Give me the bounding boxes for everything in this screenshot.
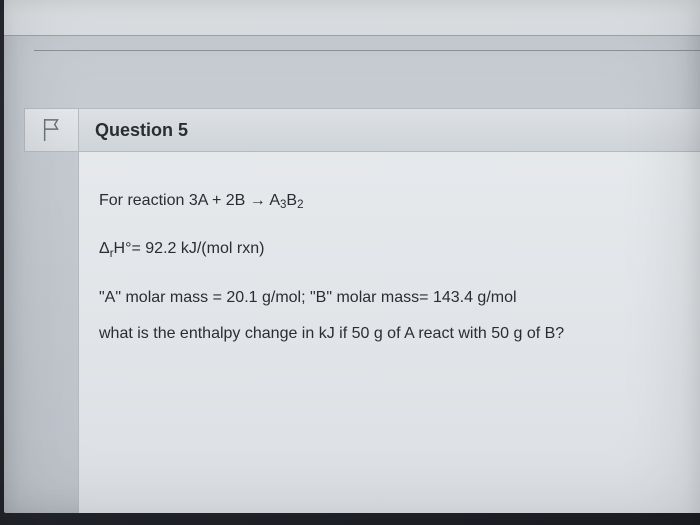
- horizontal-divider: [34, 50, 700, 51]
- prompt-line: what is the enthalpy change in kJ if 50 …: [99, 323, 680, 345]
- flag-outline-icon: [41, 117, 63, 143]
- quiz-screen: Question 5 For reaction 3A + 2B → A3B2 Δ…: [4, 0, 700, 513]
- question-title: Question 5: [95, 120, 188, 141]
- reaction-line: For reaction 3A + 2B → A3B2: [99, 190, 680, 212]
- browser-top-bar: [4, 0, 700, 36]
- question-body: For reaction 3A + 2B → A3B2 ΔrH°= 92.2 k…: [78, 152, 700, 513]
- question-header: Question 5: [78, 108, 700, 152]
- molar-mass-line: "A" molar mass = 20.1 g/mol; "B" molar m…: [99, 287, 680, 309]
- flag-question-button[interactable]: [24, 108, 78, 152]
- enthalpy-line: ΔrH°= 92.2 kJ/(mol rxn): [99, 238, 680, 260]
